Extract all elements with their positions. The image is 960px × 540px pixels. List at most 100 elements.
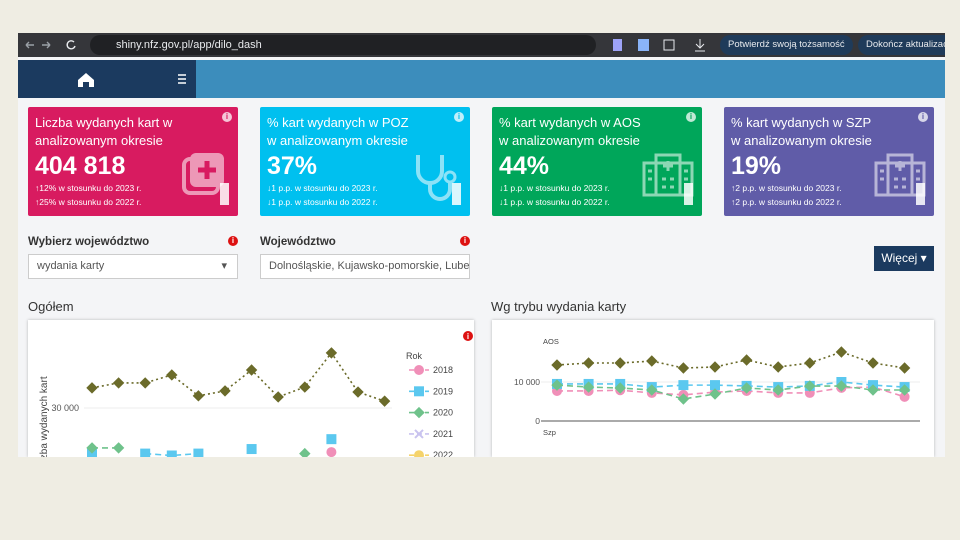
header-icons [78,73,186,87]
card-change: ↓1 p.p. w stosunku do 2022 r. [267,197,378,207]
legend-label: 2019 [433,386,453,396]
marker [677,393,690,405]
identity-button[interactable]: Potwierdź swoją tożsamość [720,35,853,55]
address-bar[interactable]: shiny.nfz.gov.pl/app/dilo_dash [90,35,596,55]
marker [677,362,690,374]
card-change: ↑25% w stosunku do 2022 r. [35,197,142,207]
scroll-widget [916,183,925,205]
card-change: ↓1 p.p. w stosunku do 2022 r. [499,197,610,207]
chart-title: Ogółem [28,299,74,314]
card-change: ↓1 p.p. w stosunku do 2023 r. [499,183,610,193]
marker [414,429,424,439]
marker [378,395,391,407]
card-value: 37% [267,152,318,180]
card-value: 19% [731,152,782,180]
y-tick-label: 30 000 [51,403,79,413]
chart-title: Wg trybu wydania karty [491,299,627,314]
select-value: Dolnośląskie, Kujawsko-pomorskie, Lube [269,260,470,272]
scroll-widget [684,183,693,205]
more-label: Więcej [881,251,918,265]
marker [112,377,125,389]
filter-label: Wybierz województwo [28,236,150,248]
card-icon [874,153,926,197]
kpi-card: Liczba wydanych kart w analizowanym okre… [28,107,238,216]
info-icon: i [686,112,696,122]
header-left [18,60,196,98]
more-button[interactable]: Więcej ▾ [874,246,934,271]
marker [414,450,424,457]
card-title: Liczba wydanych kart w analizowanym okre… [35,115,173,148]
marker [219,385,231,397]
card-value: 404 818 [35,152,126,180]
marker [614,357,626,369]
facet-label: AOS [543,337,559,346]
select-value: wydania karty [37,260,105,272]
marker [804,380,816,392]
header-right [196,60,945,98]
marker [245,364,258,376]
marker [326,447,337,457]
marker [867,357,879,369]
browser-bar: shiny.nfz.gov.pl/app/dilo_dash Potwierdź… [18,33,945,57]
info-icon[interactable]: i [228,236,238,246]
legend-label: 2018 [433,365,453,375]
nav-icons [25,40,76,50]
card-title: % kart wydanych w SZP w analizowanym okr… [731,115,872,148]
series-line [91,351,385,402]
card-icon [416,155,457,201]
marker [326,434,337,445]
info-icon: i [222,112,232,122]
marker [646,355,658,367]
info-icon[interactable]: i [460,236,470,246]
marker [299,447,311,457]
marker [582,357,595,369]
info-icon: i [454,112,464,122]
svg-text:i: i [467,332,469,341]
card-change: ↓1 p.p. w stosunku do 2023 r. [267,183,378,193]
marker [193,448,204,457]
marker [614,382,626,394]
marker [835,346,848,358]
select[interactable]: wydania karty ▾ [28,254,238,279]
marker [772,361,784,373]
marker [139,377,151,389]
marker [192,390,205,402]
marker [835,380,848,392]
marker [86,382,98,394]
filter-label: Województwo [260,236,336,248]
series-line [557,381,905,388]
marker [325,347,338,359]
legend-title: Rok [406,351,423,361]
marker [898,384,911,396]
card-change: ↑12% w stosunku do 2023 r. [35,183,142,193]
y-tick-label: 0 [535,416,540,426]
marker [740,354,753,366]
toolbar-icons [613,39,705,52]
marker [246,444,257,455]
kpi-card: % kart wydanych w AOS w analizowanym okr… [492,107,702,216]
update-button[interactable]: Dokończ aktualizacje [858,35,945,55]
select[interactable]: Dolnośląskie, Kujawsko-pomorskie, Lube [260,254,470,279]
y-tick-label: 10 000 [514,377,540,387]
card-icon [642,153,694,197]
card-icon [182,153,224,195]
url: shiny.nfz.gov.pl/app/dilo_dash [116,39,262,51]
marker [352,386,364,398]
marker [166,369,178,381]
card-change: ↑2 p.p. w stosunku do 2023 r. [731,183,842,193]
marker [646,384,658,396]
card-title: % kart wydanych w POZ w analizowanym okr… [267,115,409,148]
scroll-widget [452,183,461,205]
marker [710,380,720,391]
scroll-widget [220,183,229,205]
series-line [556,351,905,369]
facet-label: Szp [543,428,556,437]
marker [413,406,425,419]
chart-panel: 0 10 000 AOS Szp [492,320,934,457]
marker [678,380,689,391]
kpi-card: % kart wydanych w SZP w analizowanym okr… [724,107,934,216]
info-icon: i [918,112,928,122]
marker [551,379,563,391]
